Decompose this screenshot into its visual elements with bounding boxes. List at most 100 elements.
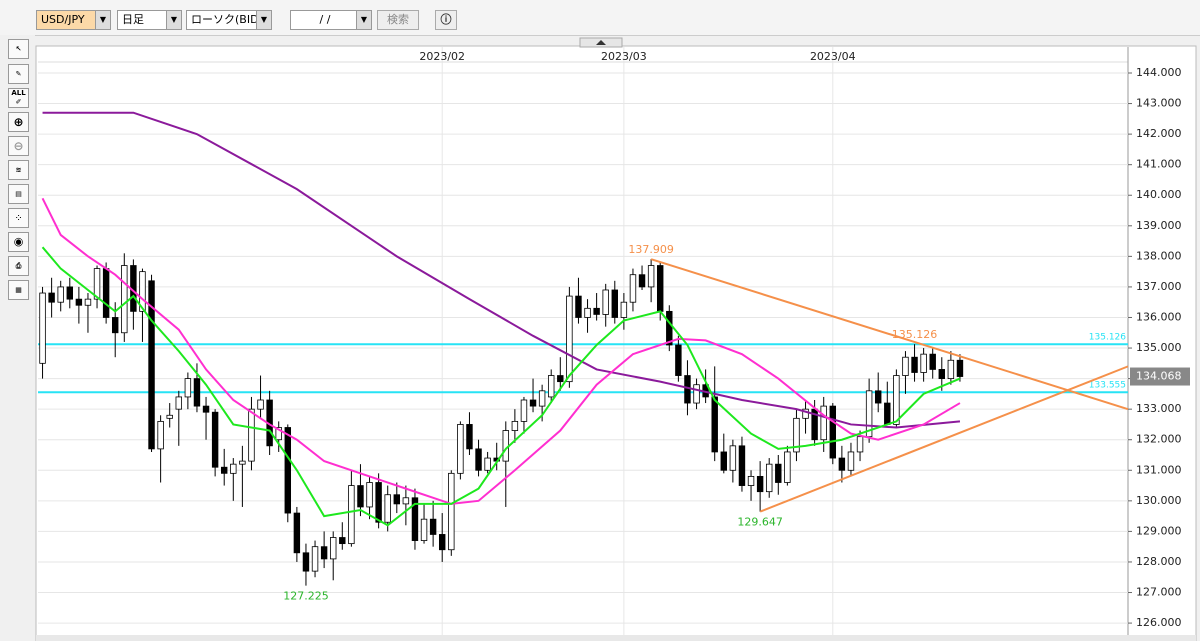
candle-body [375,482,382,523]
candle-body [847,451,855,471]
candle-body [320,546,328,560]
y-tick-label: 138.000 [1136,249,1182,262]
candle-body [793,417,800,453]
candle-body [457,424,464,474]
candle-body [211,411,219,468]
candle-body [348,485,355,545]
zoom-out-tool[interactable]: ⊖ [8,136,29,156]
candle-body [720,451,728,471]
marks-tool[interactable]: ⁘ [8,208,29,228]
candle-body [157,420,164,450]
candle-body [429,518,437,535]
candle-body [75,298,83,306]
date-select[interactable]: / / ▼ [290,10,372,30]
view-tool[interactable]: ◉ [8,232,29,252]
search-button[interactable]: 検索 [377,10,419,30]
side-toolbar: ↖ ✎ ALL ✐ ⊕ ⊖ ≋ ▤ ⁘ ◉ ⎙ ▦ [0,35,35,641]
pen-tool[interactable]: ✎ [8,64,29,84]
chart-kind-select[interactable]: ローソク(BID) ▼ [186,10,272,30]
candle-body [566,295,573,383]
moving-average [42,111,961,429]
pair-select[interactable]: USD/JPY ▼ [36,10,111,30]
candle-body [593,307,600,315]
zoom-in-tool[interactable]: ⊕ [8,112,29,132]
candle-body [230,463,237,474]
trend-line [759,365,1129,513]
y-tick-label: 131.000 [1136,463,1182,476]
candle-body [647,265,655,288]
candle-body [557,375,564,383]
candle-body [693,384,700,404]
horizontal-line-label: 135.126 [1089,333,1126,343]
moving-average [41,197,961,505]
y-tick-label: 127.000 [1136,586,1182,599]
candle-body [175,396,183,410]
last-price-label: 134.068 [1136,370,1182,383]
candle-body [711,396,718,453]
candle-body [538,390,546,407]
scrollbar[interactable] [36,635,1196,641]
candle-body [57,286,64,303]
candle-body [166,414,173,419]
info-button[interactable]: ⓘ [435,10,457,30]
candle-body [529,399,537,407]
candle-body [956,359,964,377]
y-tick-label: 141.000 [1136,158,1182,171]
candle-body [93,268,101,300]
candle-body [293,512,301,554]
candle-body [121,265,128,334]
all-text: ALL [11,89,26,97]
print-tool[interactable]: ⎙ [8,256,29,276]
candle-body [148,280,155,450]
y-tick-label: 137.000 [1136,280,1182,293]
period-select[interactable]: 日足 ▼ [117,10,182,30]
candle-body [756,475,764,493]
candle-body [339,537,346,545]
candle-body [357,485,364,508]
candle-body [184,378,192,398]
indicator-tool[interactable]: ≋ [8,160,29,180]
y-tick-label: 130.000 [1136,494,1182,507]
y-tick-label: 143.000 [1136,97,1182,110]
candle-body [874,390,882,404]
date-text: / / [319,13,331,26]
collapse-arrow [596,40,606,45]
y-tick-label: 128.000 [1136,555,1182,568]
candle-body [602,289,609,315]
last-price-box [1130,367,1190,386]
y-tick-label: 142.000 [1136,127,1182,140]
cursor-tool[interactable]: ↖ [8,39,29,59]
candle-body [302,552,310,572]
candle-body [66,286,74,300]
x-tick-label: 2023/02 [419,50,465,63]
y-tick-label: 132.000 [1136,433,1182,446]
trend-line [650,258,1129,411]
erase-all-tool[interactable]: ALL ✐ [8,88,29,108]
candle-body [239,460,246,465]
period-text: 日足 [122,13,144,26]
candle-body [911,356,918,373]
candle-body [729,445,737,471]
candle-body [448,472,455,551]
candle-body [829,405,837,459]
candle-body [747,475,755,486]
y-tick-label: 136.000 [1136,310,1182,323]
x-tick-label: 2023/04 [810,50,856,63]
candle-body [102,268,110,318]
search-text: 検索 [387,13,409,26]
candle-body [48,292,55,303]
price-annotation: 127.225 [283,590,329,603]
candle-body [193,378,201,407]
table-tool[interactable]: ▦ [8,280,29,300]
candle-body [675,344,682,376]
candle-body [547,375,555,398]
candle-body [420,518,428,541]
candle-body [620,301,628,318]
candle-body [202,405,210,413]
candle-body [475,448,482,471]
value-tool[interactable]: ▤ [8,184,29,204]
candle-body [411,497,419,541]
candle-body [275,427,282,441]
candle-body [738,445,746,486]
pair-text: USD/JPY [41,13,85,26]
